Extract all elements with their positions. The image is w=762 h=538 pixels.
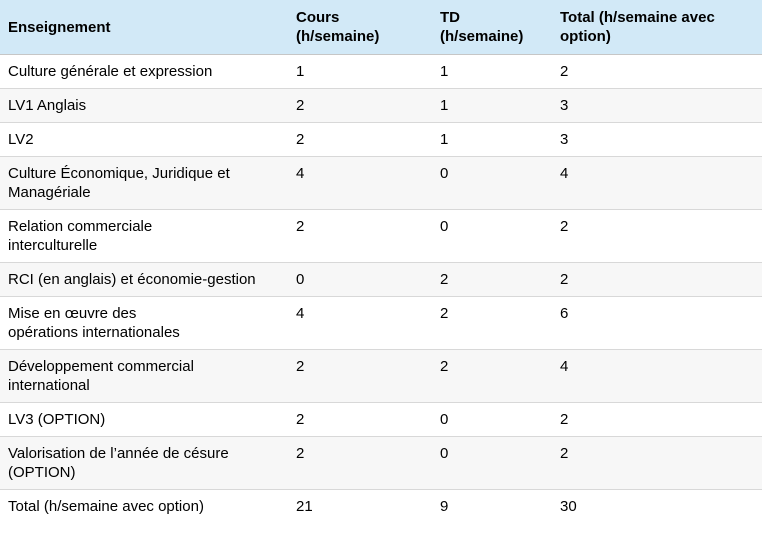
- enseignement-cell: Culture Économique, Juridique et Managér…: [0, 156, 288, 210]
- td-cell: 1: [432, 88, 552, 123]
- table-row: RCI (en anglais) et économie-gestion 0 2…: [0, 262, 762, 297]
- table-row: Culture Économique, Juridique et Managér…: [0, 156, 762, 210]
- cours-cell: 2: [288, 436, 432, 490]
- table-row: Mise en œuvre des opérations internation…: [0, 296, 762, 350]
- enseignement-cell: Relation commerciale interculturelle: [0, 209, 288, 263]
- td-cell: 9: [440, 498, 449, 515]
- col-header-cours: Cours (h/semaine): [288, 0, 432, 55]
- enseignement-cell: RCI (en anglais) et économie-gestion: [0, 262, 288, 297]
- td-cell: 0: [432, 209, 552, 263]
- total-cell: 2: [552, 436, 762, 490]
- td-cell: 0: [432, 436, 552, 490]
- cours-cell: 21: [296, 498, 313, 515]
- total-cell: 3: [552, 122, 762, 157]
- td-cell: 2: [432, 349, 552, 403]
- header-row: Enseignement Cours (h/semaine) TD (h/sem…: [0, 0, 762, 55]
- td-cell: 1: [432, 122, 552, 157]
- cours-cell: 0: [288, 262, 432, 297]
- td-cell: 2: [432, 296, 552, 350]
- total-cell: 2: [552, 54, 762, 89]
- cours-cell: 2: [288, 349, 432, 403]
- total-cell: 2: [552, 402, 762, 437]
- total-cell: 2: [552, 209, 762, 263]
- cours-cell: 2: [288, 209, 432, 263]
- enseignement-cell: LV3 (OPTION): [0, 402, 288, 437]
- total-cell: 4: [552, 156, 762, 210]
- table-header: Enseignement Cours (h/semaine) TD (h/sem…: [0, 0, 762, 55]
- cours-cell: 4: [288, 156, 432, 210]
- td-cell: 0: [432, 156, 552, 210]
- enseignement-cell: Développement commercial international: [0, 349, 288, 403]
- td-cell: 0: [432, 402, 552, 437]
- table-row: Développement commercial international 2…: [0, 349, 762, 403]
- col-header-td: TD (h/semaine): [432, 0, 552, 55]
- td-cell: 2: [432, 262, 552, 297]
- total-cell: 2: [552, 262, 762, 297]
- td-cell: 1: [432, 54, 552, 89]
- total-cell: 4: [552, 349, 762, 403]
- table-row: Valorisation de l’année de césure (OPTIO…: [0, 436, 762, 490]
- enseignement-cell: Valorisation de l’année de césure (OPTIO…: [0, 436, 288, 490]
- table-row: LV1 Anglais 2 1 3: [0, 88, 762, 123]
- col-header-enseignement: Enseignement: [0, 0, 288, 55]
- col-header-total: Total (h/semaine avec option): [552, 0, 762, 55]
- cours-cell: 4: [288, 296, 432, 350]
- cours-cell: 2: [288, 402, 432, 437]
- enseignement-cell: LV2: [0, 122, 288, 157]
- enseignement-cell: LV1 Anglais: [0, 88, 288, 123]
- table-row: LV2 2 1 3: [0, 122, 762, 157]
- enseignement-cell: Culture générale et expression: [0, 54, 288, 89]
- cours-cell: 2: [288, 88, 432, 123]
- course-hours-table: Enseignement Cours (h/semaine) TD (h/sem…: [0, 0, 762, 524]
- enseignement-cell: Mise en œuvre des opérations internation…: [0, 296, 288, 350]
- table-row: Relation commerciale interculturelle 2 0…: [0, 209, 762, 263]
- total-cell: 6: [552, 296, 762, 350]
- table-row: LV3 (OPTION) 2 0 2: [0, 402, 762, 437]
- total-cell: 3: [552, 88, 762, 123]
- total-cell: 30: [560, 498, 577, 515]
- cours-cell: 1: [288, 54, 432, 89]
- cours-cell: 2: [288, 122, 432, 157]
- table-body: Culture générale et expression 1 1 2 LV1…: [0, 54, 762, 524]
- table-row: Culture générale et expression 1 1 2: [0, 54, 762, 89]
- table-row-total: Total (h/semaine avec option) 21 9 30: [0, 490, 762, 524]
- enseignement-cell: Total (h/semaine avec option): [8, 498, 204, 515]
